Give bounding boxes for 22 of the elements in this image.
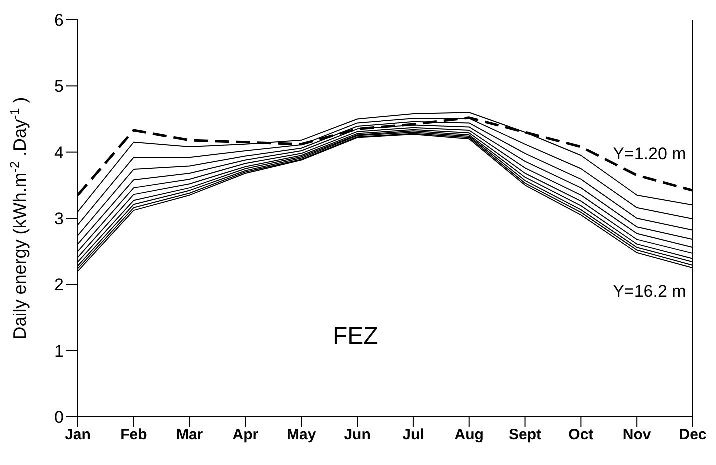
- x-tick-label: Aug: [454, 426, 484, 444]
- annotation: FEZ: [333, 323, 378, 351]
- x-tick-label: Oct: [568, 426, 594, 444]
- y-tick-label: 1: [54, 342, 64, 361]
- x-tick-label: Feb: [120, 426, 148, 444]
- x-tick-label: Apr: [232, 426, 259, 444]
- x-tick-label: Mar: [176, 426, 204, 444]
- y-tick-label: 5: [54, 77, 64, 96]
- y-tick-label: 3: [54, 210, 64, 229]
- x-tick-label: Dec: [679, 426, 707, 444]
- y-tick-label: 6: [54, 11, 64, 30]
- series-label: Y=16.2 m: [613, 282, 686, 301]
- x-tick-label: Nov: [622, 426, 652, 444]
- x-tick-label: Jul: [402, 426, 424, 444]
- y-tick-label: 0: [54, 408, 64, 428]
- series-label: Y=1.20 m: [613, 144, 686, 164]
- x-tick-label: Jan: [65, 426, 91, 444]
- x-tick-label: Jun: [344, 426, 371, 444]
- x-tick-label: Sept: [509, 426, 542, 444]
- y-tick-label: 4: [54, 143, 64, 162]
- y-tick-label: 2: [54, 276, 64, 295]
- x-tick-label: May: [287, 426, 317, 444]
